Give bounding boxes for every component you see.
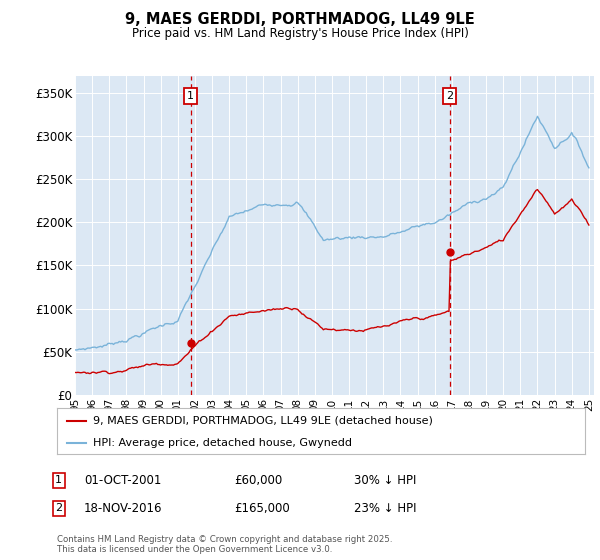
Text: 30% ↓ HPI: 30% ↓ HPI xyxy=(354,474,416,487)
Text: 9, MAES GERDDI, PORTHMADOG, LL49 9LE (detached house): 9, MAES GERDDI, PORTHMADOG, LL49 9LE (de… xyxy=(93,416,433,426)
Text: Price paid vs. HM Land Registry's House Price Index (HPI): Price paid vs. HM Land Registry's House … xyxy=(131,27,469,40)
Text: 18-NOV-2016: 18-NOV-2016 xyxy=(84,502,163,515)
Text: HPI: Average price, detached house, Gwynedd: HPI: Average price, detached house, Gwyn… xyxy=(93,438,352,449)
Text: Contains HM Land Registry data © Crown copyright and database right 2025.
This d: Contains HM Land Registry data © Crown c… xyxy=(57,535,392,554)
Text: £165,000: £165,000 xyxy=(234,502,290,515)
Text: £60,000: £60,000 xyxy=(234,474,282,487)
Text: 23% ↓ HPI: 23% ↓ HPI xyxy=(354,502,416,515)
Text: 2: 2 xyxy=(446,91,454,101)
Text: 1: 1 xyxy=(55,475,62,486)
Text: 1: 1 xyxy=(187,91,194,101)
Text: 9, MAES GERDDI, PORTHMADOG, LL49 9LE: 9, MAES GERDDI, PORTHMADOG, LL49 9LE xyxy=(125,12,475,27)
Text: 01-OCT-2001: 01-OCT-2001 xyxy=(84,474,161,487)
Text: 2: 2 xyxy=(55,503,62,514)
